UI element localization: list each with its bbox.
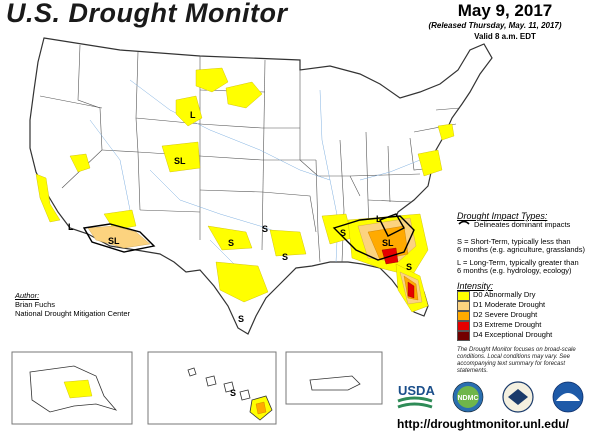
alaska-d0-area — [63, 379, 93, 399]
swatch-d4 — [457, 331, 470, 341]
label-l-southeast: L — [376, 214, 382, 224]
label-s-newmexico: S — [228, 238, 234, 248]
impact-line-symbol — [458, 220, 470, 225]
label-s-hawaii: S — [230, 388, 236, 398]
release-date: (Released Thursday, May. 11, 2017) — [428, 21, 562, 30]
svg-text:NDMC: NDMC — [458, 395, 479, 402]
author-org: National Drought Mitigation Center — [15, 309, 131, 318]
intensity-legend: D0 Abnormally Dry D1 Moderate Drought D2… — [457, 290, 597, 343]
label-l-california: L — [68, 222, 74, 232]
legend-short-term-1: S = Short-Term, typically less than — [457, 237, 571, 246]
legend-short-term-2: 6 months (e.g. agriculture, grasslands) — [457, 245, 585, 254]
legend-d0-label: D0 Abnormally Dry — [473, 290, 536, 299]
label-s-texas-north: S — [282, 252, 288, 262]
usda-logo: USDA — [397, 383, 435, 409]
label-sl-georgia: SL — [382, 238, 394, 248]
legend-d3-label: D3 Extreme Drought — [473, 320, 542, 329]
legend-intensity-title: Intensity: — [457, 281, 494, 291]
author-block: Author: Brian Fuchs National Drought Mit… — [15, 291, 130, 318]
impact-delineation-lines — [82, 213, 415, 261]
puerto-rico-outline — [309, 375, 361, 391]
legend-d1-label: D1 Moderate Drought — [473, 300, 546, 309]
swatch-d2 — [457, 311, 470, 321]
author-name: Brian Fuchs — [15, 300, 56, 309]
author-heading: Author: — [15, 291, 40, 300]
swatch-d3 — [457, 321, 470, 331]
swatch-d0 — [457, 291, 470, 301]
map-title: U.S. Drought Monitor — [6, 0, 288, 28]
disclaimer-note: The Drought Monitor focuses on broad-sca… — [457, 347, 576, 374]
legend-impact-title: Drought Impact Types: — [457, 211, 548, 221]
legend-long-term-1: L = Long-Term, typically greater than — [457, 258, 579, 267]
website-url[interactable]: http://droughtmonitor.unl.edu/ — [397, 417, 569, 431]
agency-logos: USDA NDMC — [397, 381, 584, 413]
hawaii-islands — [187, 367, 251, 401]
noaa-eagle-logo — [502, 381, 534, 413]
legend-d4-label: D4 Exceptional Drought — [473, 330, 553, 339]
label-sl-wyoming: SL — [174, 156, 186, 166]
svg-text:USDA: USDA — [398, 383, 435, 398]
d2-severe-drought-areas — [367, 225, 419, 301]
valid-time: Valid 8 a.m. EDT — [474, 32, 536, 41]
legend-long-term-2: 6 months (e.g. hydrology, ecology) — [457, 266, 572, 275]
ndmc-logo: NDMC — [452, 381, 484, 413]
label-l-northdakota: L — [190, 110, 196, 120]
legend-impact-line-label: Delineates dominant impacts — [474, 220, 571, 229]
map-date: May 9, 2017 — [457, 1, 553, 20]
legend-d2-label: D2 Severe Drought — [473, 310, 538, 319]
label-s-texas-south: S — [238, 314, 244, 324]
noaa-logo — [552, 381, 584, 413]
label-s-georgia-east: S — [406, 262, 412, 272]
hawaii-d2-area — [255, 401, 267, 415]
swatch-d1 — [457, 301, 470, 311]
label-s-oklahoma: S — [262, 224, 268, 234]
label-s-southeast: S — [340, 228, 346, 238]
label-sl-arizona: SL — [108, 236, 120, 246]
